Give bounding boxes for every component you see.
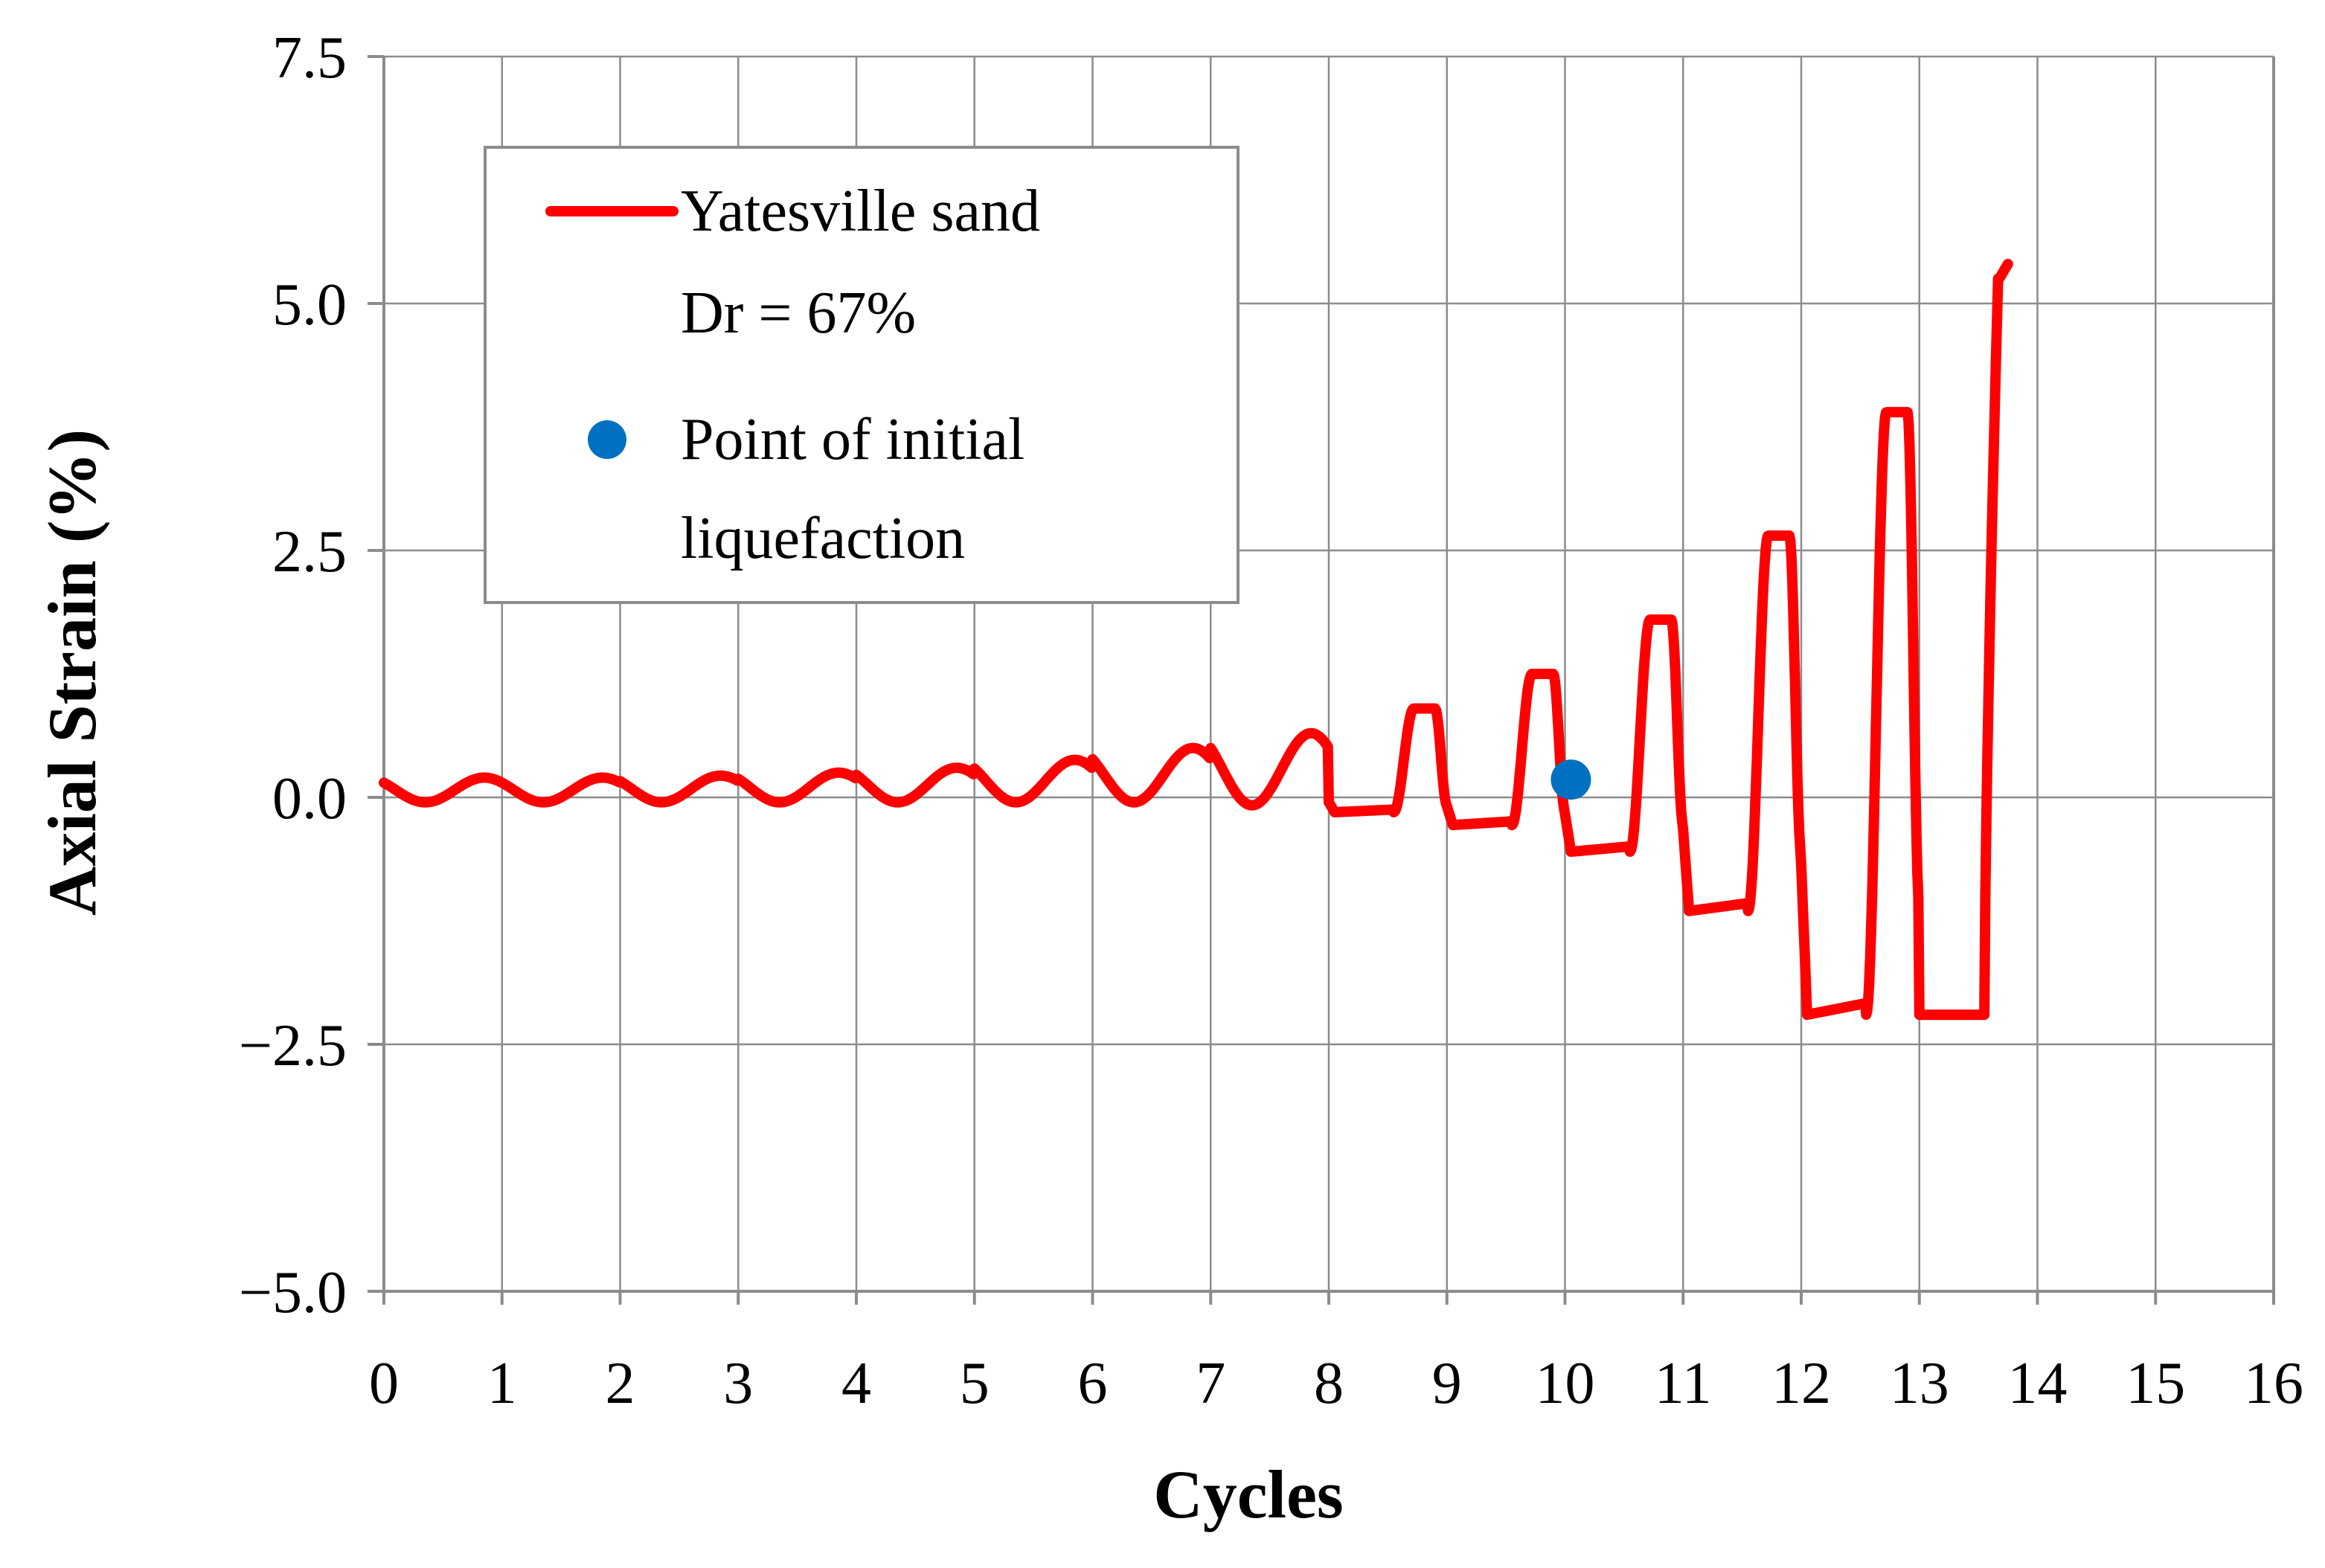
axes <box>368 55 2275 1305</box>
x-tick-label: 4 <box>841 1351 871 1416</box>
x-tick-label: 1 <box>487 1351 517 1416</box>
x-tick-label: 5 <box>960 1351 990 1416</box>
x-tick-label: 2 <box>606 1351 635 1416</box>
x-tick-label: 10 <box>1536 1351 1595 1416</box>
y-tick-label: 0.0 <box>272 766 347 832</box>
x-tick-label: 15 <box>2126 1351 2185 1416</box>
legend: Yatesville sand Dr = 67% Point of initia… <box>484 146 1240 604</box>
x-tick-label: 3 <box>723 1351 753 1416</box>
tick-labels: 0 1 2 3 4 5 6 7 8 9 10 11 12 13 14 15 16−5.0−2.50.02.55.… <box>239 25 2303 1416</box>
x-tick-label: 13 <box>1890 1351 1949 1416</box>
x-tick-label: 16 <box>2244 1351 2303 1416</box>
x-tick-label: 8 <box>1314 1351 1344 1416</box>
legend-point-label-1: Point of initial <box>681 407 1024 472</box>
y-tick-label: 7.5 <box>272 25 347 91</box>
x-tick-label: 11 <box>1655 1351 1712 1416</box>
x-axis-title: Cycles <box>1153 1456 1343 1532</box>
x-tick-label: 12 <box>1771 1351 1831 1416</box>
y-tick-label: −2.5 <box>239 1013 347 1079</box>
y-tick-label: −5.0 <box>239 1260 347 1326</box>
x-tick-label: 0 <box>369 1351 399 1416</box>
x-tick-label: 14 <box>2008 1351 2068 1416</box>
series-layer <box>379 258 2013 1021</box>
y-tick-label: 5.0 <box>272 272 347 338</box>
legend-box <box>484 146 1240 604</box>
legend-line-label-2: Dr = 67% <box>681 280 916 346</box>
x-tick-label: 6 <box>1078 1351 1108 1416</box>
initial-liquefaction-point <box>1550 759 1591 800</box>
legend-point-swatch <box>588 420 626 459</box>
x-tick-label: 7 <box>1196 1351 1225 1416</box>
y-tick-label: 2.5 <box>272 519 347 585</box>
strain-series-line <box>379 258 2013 1021</box>
legend-line-label-1: Yatesville sand <box>681 179 1040 244</box>
y-axis-title: Axial Strain (%) <box>34 429 110 916</box>
legend-point-label-2: liquefaction <box>681 506 965 571</box>
x-tick-label: 9 <box>1432 1351 1462 1416</box>
